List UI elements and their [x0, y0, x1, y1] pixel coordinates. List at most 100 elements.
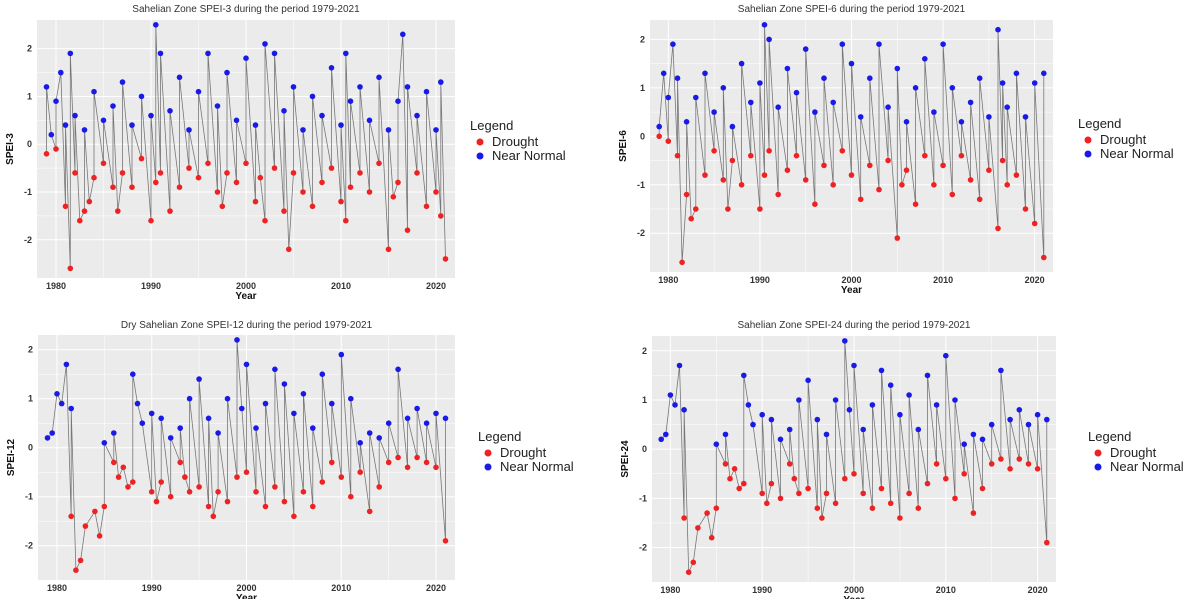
near-normal-point	[784, 65, 791, 72]
drought-point	[786, 461, 793, 467]
drought-point	[702, 172, 708, 178]
near-normal-point	[385, 420, 392, 426]
drought-point	[729, 157, 736, 164]
drought-point	[656, 133, 662, 140]
near-normal-point	[329, 400, 335, 407]
x-tick-label: 1980	[47, 583, 67, 593]
legend-drought-marker	[484, 449, 492, 457]
near-normal-point	[998, 367, 1004, 374]
near-normal-point	[711, 109, 717, 115]
drought-point	[1041, 254, 1047, 261]
x-tick-label: 2020	[426, 583, 446, 593]
drought-point	[82, 523, 89, 529]
drought-point	[404, 227, 411, 233]
drought-point	[688, 215, 694, 222]
near-normal-point	[775, 104, 781, 110]
near-normal-point	[129, 122, 135, 128]
near-normal-point	[319, 371, 326, 377]
legend-item-drought: Drought	[492, 134, 539, 149]
drought-point	[148, 217, 154, 224]
near-normal-point	[940, 41, 946, 47]
drought-point	[423, 459, 430, 466]
drought-point	[309, 203, 316, 210]
near-normal-point	[300, 391, 307, 397]
near-normal-point	[404, 415, 411, 422]
drought-point	[72, 170, 78, 176]
drought-point	[234, 474, 240, 480]
near-normal-point	[672, 402, 678, 408]
near-normal-point	[281, 381, 288, 387]
drought-point	[869, 505, 876, 511]
near-normal-point	[234, 337, 240, 343]
near-normal-point	[1034, 411, 1041, 418]
near-normal-point	[338, 122, 344, 128]
near-normal-point	[414, 112, 420, 119]
drought-point	[952, 495, 958, 502]
near-normal-point	[262, 400, 269, 407]
drought-point	[848, 172, 855, 178]
drought-point	[243, 160, 249, 167]
near-normal-point	[214, 103, 221, 109]
legend-item-near-normal: Near Normal	[1110, 459, 1184, 474]
near-normal-point	[777, 436, 784, 443]
near-normal-point	[805, 377, 811, 384]
drought-point	[385, 459, 392, 466]
near-normal-point	[138, 93, 145, 100]
drought-point	[685, 569, 692, 575]
drought-point	[761, 172, 768, 178]
drought-point	[748, 152, 754, 159]
drought-point	[860, 490, 866, 497]
near-normal-point	[186, 127, 192, 133]
near-normal-point	[110, 103, 116, 109]
near-normal-point	[423, 88, 430, 95]
x-tick-label: 1980	[46, 281, 66, 291]
x-tick-label: 2010	[933, 275, 953, 285]
drought-point	[1044, 539, 1050, 546]
near-normal-point	[68, 405, 74, 412]
x-tick-label: 2010	[331, 583, 351, 593]
drought-point	[878, 485, 885, 492]
drought-point	[665, 138, 672, 144]
drought-point	[110, 184, 116, 190]
drought-point	[695, 525, 701, 531]
drought-point	[832, 500, 839, 507]
drought-point	[708, 534, 715, 541]
drought-point	[91, 174, 97, 181]
near-normal-point	[681, 407, 687, 413]
near-normal-point	[660, 70, 667, 77]
near-normal-point	[195, 88, 202, 95]
drought-point	[961, 471, 967, 477]
near-normal-point	[357, 440, 364, 446]
y-tick-label: 2	[642, 346, 647, 356]
drought-point	[376, 484, 383, 490]
x-tick-label: 1980	[660, 585, 680, 595]
near-normal-point	[186, 395, 193, 402]
near-normal-point	[215, 430, 221, 436]
drought-point	[73, 567, 79, 573]
near-normal-point	[876, 41, 882, 47]
near-normal-point	[670, 41, 676, 47]
near-normal-point	[139, 420, 146, 426]
drought-point	[683, 191, 690, 198]
drought-point	[720, 177, 727, 183]
chart-title: Sahelian Zone SPEI-6 during the period 1…	[738, 4, 966, 15]
drought-point	[224, 498, 231, 505]
legend-near-normal-marker	[1084, 150, 1092, 158]
drought-point	[1031, 220, 1038, 227]
near-normal-point	[148, 410, 155, 417]
near-normal-point	[328, 65, 335, 71]
x-tick-label: 1990	[752, 585, 772, 595]
near-normal-point	[348, 395, 354, 402]
drought-point	[157, 170, 164, 176]
drought-point	[120, 464, 127, 471]
y-tick-label: 1	[640, 83, 645, 93]
drought-point	[433, 464, 439, 471]
x-tick-label: 1990	[750, 275, 770, 285]
near-normal-point	[376, 435, 383, 441]
near-normal-point	[271, 50, 278, 57]
near-normal-point	[176, 74, 183, 81]
drought-point	[1025, 461, 1032, 467]
drought-point	[894, 235, 901, 241]
near-normal-point	[848, 60, 855, 67]
legend-item-near-normal: Near Normal	[500, 459, 574, 474]
